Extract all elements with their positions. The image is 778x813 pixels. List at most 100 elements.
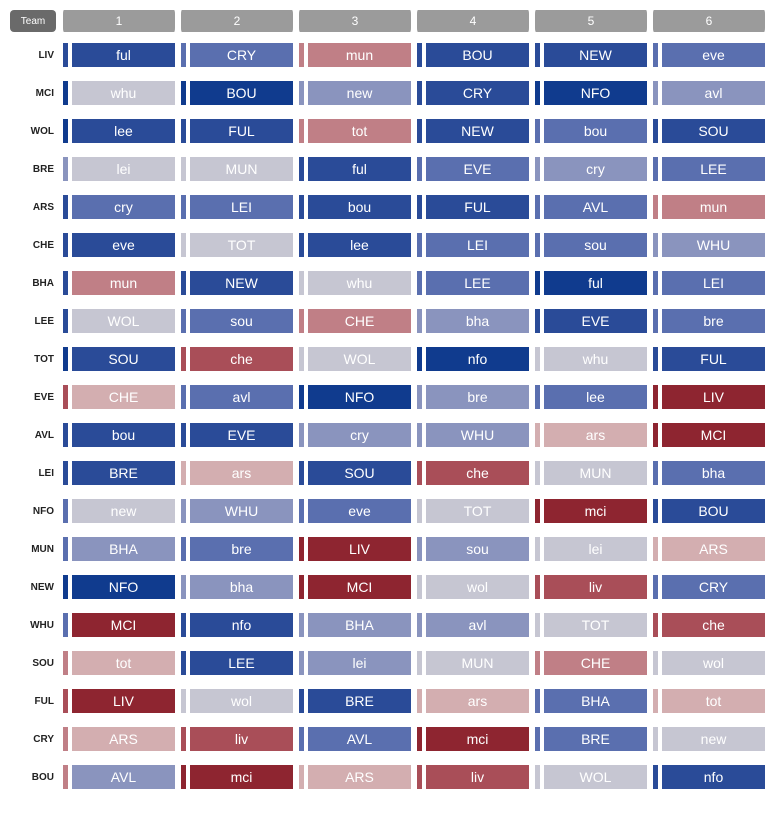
difficulty-tick bbox=[181, 461, 186, 485]
fixture-bar: eve bbox=[662, 43, 765, 67]
fixture-bar: tot bbox=[308, 119, 411, 143]
fixture-bar: mci bbox=[426, 727, 529, 751]
fixture-bar: NEW bbox=[190, 271, 293, 295]
difficulty-tick bbox=[181, 43, 186, 67]
fixture-cell: avl bbox=[178, 382, 296, 412]
fixture-cell: ful bbox=[532, 268, 650, 298]
difficulty-tick bbox=[535, 43, 540, 67]
difficulty-tick bbox=[653, 727, 658, 751]
fixture-cell: BHA bbox=[532, 686, 650, 716]
difficulty-tick bbox=[63, 423, 68, 447]
fixture-bar: SOU bbox=[662, 119, 765, 143]
difficulty-tick bbox=[535, 423, 540, 447]
difficulty-tick bbox=[535, 385, 540, 409]
fixture-bar: ful bbox=[308, 157, 411, 181]
fixture-bar: LEE bbox=[662, 157, 765, 181]
difficulty-tick bbox=[417, 423, 422, 447]
fixture-bar: TOT bbox=[544, 613, 647, 637]
difficulty-tick bbox=[535, 689, 540, 713]
team-label-mun: MUN bbox=[10, 534, 60, 564]
difficulty-tick bbox=[535, 271, 540, 295]
fixture-cell: che bbox=[414, 458, 532, 488]
fixture-bar: che bbox=[426, 461, 529, 485]
team-label-che: CHE bbox=[10, 230, 60, 260]
difficulty-tick bbox=[299, 499, 304, 523]
team-label-whu: WHU bbox=[10, 610, 60, 640]
fixture-bar: EVE bbox=[426, 157, 529, 181]
fixture-cell: CHE bbox=[532, 648, 650, 678]
fixture-cell: mun bbox=[60, 268, 178, 298]
fixture-cell: TOT bbox=[178, 230, 296, 260]
fixture-cell: FUL bbox=[414, 192, 532, 222]
fixture-bar: CHE bbox=[72, 385, 175, 409]
fixture-bar: new bbox=[72, 499, 175, 523]
fixture-cell: eve bbox=[650, 40, 768, 70]
difficulty-tick bbox=[63, 651, 68, 675]
fixture-bar: bre bbox=[662, 309, 765, 333]
fixture-bar: ars bbox=[544, 423, 647, 447]
fixture-cell: LEE bbox=[414, 268, 532, 298]
fixture-bar: liv bbox=[544, 575, 647, 599]
fixture-cell: MCI bbox=[650, 420, 768, 450]
fixture-cell: wol bbox=[178, 686, 296, 716]
difficulty-tick bbox=[535, 195, 540, 219]
difficulty-tick bbox=[63, 271, 68, 295]
team-label-liv: LIV bbox=[10, 40, 60, 70]
fixture-cell: new bbox=[650, 724, 768, 754]
fixture-bar: eve bbox=[308, 499, 411, 523]
difficulty-tick bbox=[299, 119, 304, 143]
fixture-bar: NEW bbox=[426, 119, 529, 143]
fixture-cell: LEI bbox=[178, 192, 296, 222]
fixture-cell: BRE bbox=[296, 686, 414, 716]
difficulty-tick bbox=[417, 499, 422, 523]
fixture-cell: sou bbox=[178, 306, 296, 336]
fixture-bar: wol bbox=[190, 689, 293, 713]
fixture-bar: NEW bbox=[544, 43, 647, 67]
difficulty-tick bbox=[63, 347, 68, 371]
difficulty-tick bbox=[63, 537, 68, 561]
difficulty-tick bbox=[417, 195, 422, 219]
difficulty-tick bbox=[181, 423, 186, 447]
fixture-cell: LIV bbox=[296, 534, 414, 564]
fixture-cell: bou bbox=[532, 116, 650, 146]
team-label-tot: TOT bbox=[10, 344, 60, 374]
fixture-cell: WHU bbox=[414, 420, 532, 450]
fixture-bar: NFO bbox=[308, 385, 411, 409]
fixture-cell: MUN bbox=[532, 458, 650, 488]
fixture-cell: ARS bbox=[650, 534, 768, 564]
difficulty-tick bbox=[417, 271, 422, 295]
fixture-bar: cry bbox=[544, 157, 647, 181]
fixture-bar: WHU bbox=[662, 233, 765, 257]
fixture-cell: AVL bbox=[296, 724, 414, 754]
fixture-cell: LEE bbox=[650, 154, 768, 184]
fixture-bar: EVE bbox=[190, 423, 293, 447]
fixture-cell: WOL bbox=[532, 762, 650, 792]
fixture-bar: ars bbox=[190, 461, 293, 485]
fixture-cell: ARS bbox=[60, 724, 178, 754]
fixture-bar: nfo bbox=[190, 613, 293, 637]
fixture-bar: BOU bbox=[426, 43, 529, 67]
difficulty-tick bbox=[417, 651, 422, 675]
fixture-bar: FUL bbox=[190, 119, 293, 143]
difficulty-tick bbox=[299, 233, 304, 257]
fixture-bar: wol bbox=[426, 575, 529, 599]
fixture-bar: avl bbox=[426, 613, 529, 637]
difficulty-tick bbox=[653, 347, 658, 371]
fixture-bar: MCI bbox=[308, 575, 411, 599]
fixture-bar: mun bbox=[662, 195, 765, 219]
fixture-bar: LEE bbox=[426, 271, 529, 295]
header-col-2: 2 bbox=[178, 10, 296, 32]
fixture-cell: mun bbox=[650, 192, 768, 222]
difficulty-tick bbox=[653, 81, 658, 105]
fixture-cell: NFO bbox=[296, 382, 414, 412]
difficulty-tick bbox=[63, 727, 68, 751]
fixture-cell: NEW bbox=[178, 268, 296, 298]
fixture-bar: WOL bbox=[72, 309, 175, 333]
fixture-bar: LEI bbox=[662, 271, 765, 295]
fixture-bar: ful bbox=[72, 43, 175, 67]
difficulty-tick bbox=[299, 157, 304, 181]
fixture-bar: ARS bbox=[72, 727, 175, 751]
fixture-cell: TOT bbox=[532, 610, 650, 640]
fixture-bar: mun bbox=[308, 43, 411, 67]
difficulty-tick bbox=[417, 575, 422, 599]
